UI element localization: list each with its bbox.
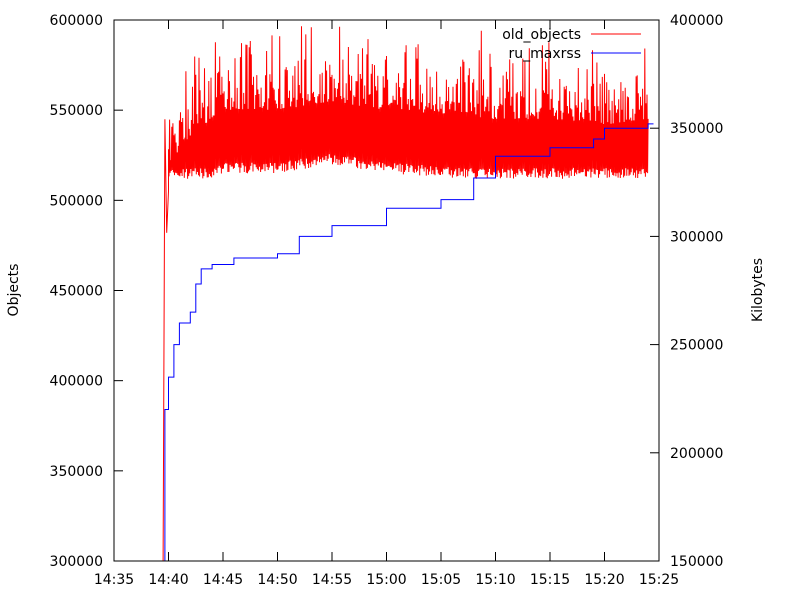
y2-tick-label: 150000 [670, 554, 723, 570]
y-tick-label: 450000 [50, 284, 103, 300]
x-tick-label: 15:00 [366, 572, 406, 588]
y2-tick-label: 200000 [670, 446, 723, 462]
y-axis-label: Objects [6, 264, 22, 317]
series-layer [162, 26, 654, 562]
y-tick-label: 550000 [50, 103, 103, 119]
legend-label-ru-maxrss: ru_maxrss [509, 46, 581, 62]
y-tick-label: 600000 [50, 13, 103, 29]
y-tick-label: 500000 [50, 193, 103, 209]
series-line-old-objects [162, 26, 649, 562]
y-tick-label: 400000 [50, 374, 103, 390]
x-tick-label: 15:15 [530, 572, 570, 588]
legend-label-old-objects: old_objects [502, 27, 581, 43]
y2-tick-label: 350000 [670, 121, 723, 137]
x-tick-label: 14:55 [312, 572, 352, 588]
x-tick-label: 15:05 [421, 572, 461, 588]
x-tick-label: 14:50 [257, 572, 297, 588]
x-tick-label: 14:40 [148, 572, 188, 588]
y2-tick-label: 250000 [670, 338, 723, 354]
series-line-ru-maxrss [163, 123, 654, 562]
x-tick-label: 15:20 [584, 572, 624, 588]
x-tick-label: 15:10 [475, 572, 515, 588]
x-tick-label: 14:45 [203, 572, 243, 588]
y2-axis-label: Kilobytes [750, 258, 766, 322]
legend: old_objects ru_maxrss [502, 27, 641, 62]
x-tick-label: 14:35 [94, 572, 134, 588]
x-tick-label: 15:25 [639, 572, 679, 588]
y2-tick-label: 400000 [670, 13, 723, 29]
y-tick-label: 300000 [50, 554, 103, 570]
ticks-layer: 14:35 14:40 14:45 14:50 14:55 15:00 15:05 15:10… [50, 13, 724, 588]
y2-tick-label: 300000 [670, 229, 723, 245]
y-tick-label: 350000 [50, 464, 103, 480]
